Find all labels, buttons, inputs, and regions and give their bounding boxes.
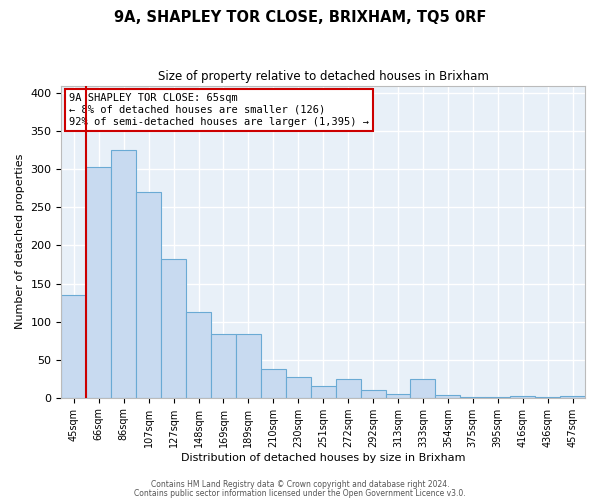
- Bar: [410, 378, 436, 398]
- Bar: [436, 396, 460, 398]
- Bar: [136, 192, 161, 398]
- Text: Contains public sector information licensed under the Open Government Licence v3: Contains public sector information licen…: [134, 488, 466, 498]
- Bar: [211, 334, 236, 398]
- Bar: [261, 369, 286, 398]
- Bar: [560, 396, 585, 398]
- Bar: [61, 295, 86, 398]
- Bar: [510, 396, 535, 398]
- Bar: [485, 397, 510, 398]
- Text: 9A SHAPLEY TOR CLOSE: 65sqm
← 8% of detached houses are smaller (126)
92% of sem: 9A SHAPLEY TOR CLOSE: 65sqm ← 8% of deta…: [69, 94, 369, 126]
- Y-axis label: Number of detached properties: Number of detached properties: [15, 154, 25, 330]
- Bar: [236, 334, 261, 398]
- Bar: [86, 167, 111, 398]
- Text: Contains HM Land Registry data © Crown copyright and database right 2024.: Contains HM Land Registry data © Crown c…: [151, 480, 449, 489]
- Bar: [186, 312, 211, 398]
- Bar: [386, 394, 410, 398]
- Text: 9A, SHAPLEY TOR CLOSE, BRIXHAM, TQ5 0RF: 9A, SHAPLEY TOR CLOSE, BRIXHAM, TQ5 0RF: [114, 10, 486, 25]
- Bar: [335, 378, 361, 398]
- Bar: [535, 397, 560, 398]
- Bar: [161, 259, 186, 398]
- Bar: [361, 390, 386, 398]
- Bar: [286, 377, 311, 398]
- Bar: [311, 386, 335, 398]
- X-axis label: Distribution of detached houses by size in Brixham: Distribution of detached houses by size …: [181, 452, 466, 462]
- Title: Size of property relative to detached houses in Brixham: Size of property relative to detached ho…: [158, 70, 488, 83]
- Bar: [460, 397, 485, 398]
- Bar: [111, 150, 136, 398]
